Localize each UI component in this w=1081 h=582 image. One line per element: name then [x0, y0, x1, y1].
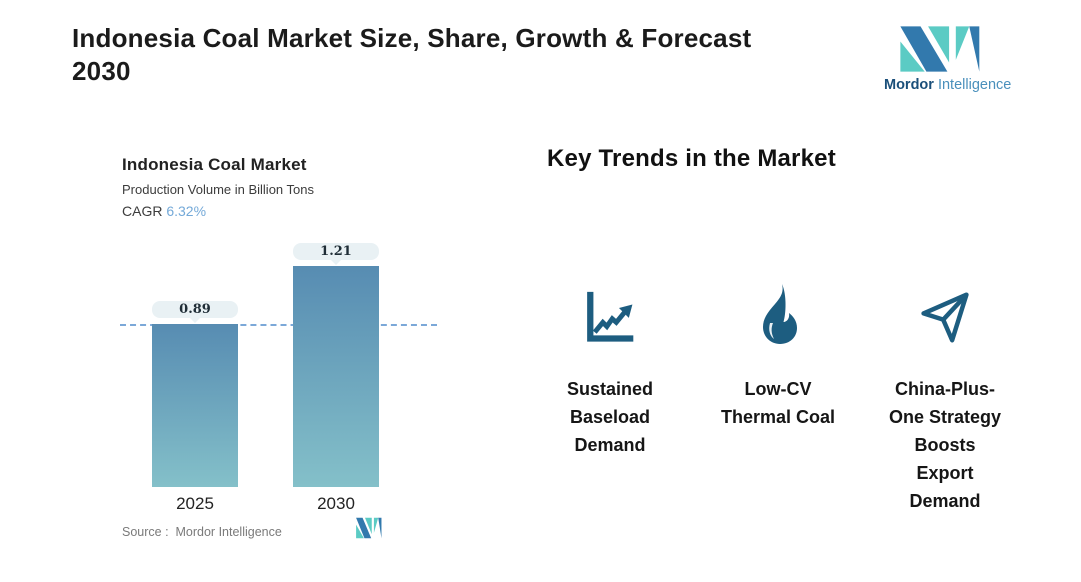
cagr-value: 6.32% — [166, 203, 207, 219]
brand-name: Mordor Intelligence — [884, 77, 1011, 93]
x-axis-label-2025: 2025 — [176, 494, 214, 513]
trend-item-low-cv-thermal-coal: Low-CV Thermal Coal — [698, 281, 858, 431]
paper-plane-icon — [921, 292, 969, 343]
trend-item-sustained-baseload-demand: Sustained Baseload Demand — [532, 281, 688, 459]
value-label-pointer — [189, 317, 201, 323]
mordor-intelligence-mini-logo-icon — [356, 517, 382, 539]
value-label-2030: 1.21 — [293, 243, 379, 260]
trends-heading: Key Trends in the Market — [547, 145, 836, 172]
source-text: Source : Mordor Intelligence — [122, 525, 282, 539]
plot-area: 0.89 2025 1.21 2030 — [120, 231, 437, 513]
value-label-2025: 0.89 — [152, 301, 238, 318]
brand-name-light: Intelligence — [937, 77, 1012, 93]
trend-icon-wrap — [855, 281, 1035, 345]
bar-2030 — [293, 266, 379, 487]
reference-dashed-line — [120, 324, 437, 326]
x-axis-label-2030: 2030 — [317, 494, 355, 513]
trend-icon-wrap — [698, 281, 858, 345]
cagr-label: CAGR — [122, 203, 163, 219]
line-chart-icon — [587, 291, 634, 342]
brand-name-bold: Mordor — [884, 77, 938, 93]
bar-2025 — [152, 324, 238, 487]
page-title: Indonesia Coal Market Size, Share, Growt… — [72, 23, 752, 86]
bar-chart-panel: Indonesia Coal Market Production Volume … — [120, 155, 437, 555]
trend-label: China-Plus- One Strategy Boosts Export D… — [888, 379, 1002, 511]
brand-logo: Mordor Intelligence — [884, 24, 1011, 93]
trend-label: Sustained Baseload Demand — [566, 379, 654, 455]
chart-cagr: CAGR 6.32% — [122, 203, 206, 219]
source-row: Source : Mordor Intelligence — [122, 517, 437, 541]
chart-title: Indonesia Coal Market — [122, 155, 307, 174]
trend-item-china-plus-one-strategy: China-Plus- One Strategy Boosts Export D… — [855, 281, 1035, 515]
flame-icon — [763, 284, 797, 344]
trend-label: Low-CV Thermal Coal — [720, 379, 836, 427]
mordor-intelligence-logo-icon — [900, 26, 980, 72]
chart-subtitle: Production Volume in Billion Tons — [122, 182, 314, 197]
value-label-pointer — [330, 259, 342, 265]
trend-icon-wrap — [532, 281, 688, 345]
